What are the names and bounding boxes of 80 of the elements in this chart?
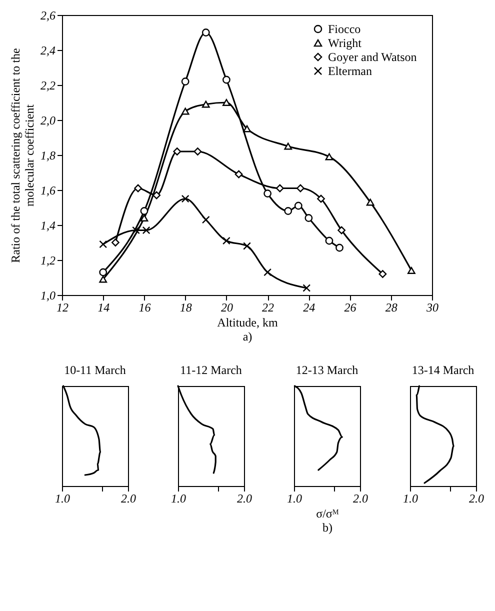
y-tick-label: 1,4 <box>40 218 56 232</box>
legend-label: Wright <box>328 36 362 50</box>
y-tick-label: 1,0 <box>40 288 56 302</box>
point <box>294 202 302 210</box>
x-axis-title: σ/σᴹ <box>316 506 340 520</box>
x-tick-label: 20 <box>220 300 233 314</box>
y-tick-label: 2,2 <box>40 78 56 92</box>
point <box>302 284 311 292</box>
point <box>284 207 292 215</box>
x-tick-label: 24 <box>303 300 316 314</box>
x-tick-label: 1.0 <box>403 492 418 506</box>
point <box>181 108 190 115</box>
chart-title: 13-14 March <box>412 363 474 378</box>
point <box>366 198 374 206</box>
chart-title: 12-13 March <box>296 363 358 378</box>
point <box>338 226 346 234</box>
x-axis-title: Altitude, km <box>217 316 278 330</box>
y-tick-label: 1,2 <box>40 254 56 268</box>
point <box>99 268 108 276</box>
point <box>173 148 182 156</box>
point <box>142 226 150 234</box>
point <box>99 276 108 283</box>
x-tick-label: 1.0 <box>171 492 186 506</box>
point <box>202 28 210 36</box>
point <box>407 266 416 274</box>
point <box>140 207 148 215</box>
point <box>304 214 313 222</box>
point <box>152 191 161 200</box>
legend-label: Elterman <box>328 64 372 78</box>
x-tick-label: 28 <box>385 300 398 314</box>
chart-title: 10-11 March <box>64 363 126 378</box>
point <box>181 194 190 203</box>
point <box>276 184 284 192</box>
x-tick-label: 16 <box>138 300 151 314</box>
point <box>234 170 243 178</box>
point <box>325 153 334 160</box>
point <box>243 125 251 132</box>
point <box>222 236 230 245</box>
point <box>264 268 272 276</box>
x-tick-label: 14 <box>98 300 110 314</box>
x-tick-label: 26 <box>344 300 356 314</box>
point <box>111 238 120 246</box>
x-tick-label: 2.0 <box>237 492 252 506</box>
point <box>317 194 325 203</box>
chart-title: 11-12 March <box>180 363 242 378</box>
x-tick-label: 30 <box>426 300 438 314</box>
point <box>140 214 148 222</box>
point <box>325 236 334 245</box>
point <box>181 78 190 86</box>
point <box>378 270 387 278</box>
point <box>99 240 108 248</box>
x-tick-label: 1.0 <box>55 492 70 506</box>
point <box>194 148 202 156</box>
text: b) <box>322 520 332 534</box>
point <box>222 76 230 84</box>
point <box>202 100 210 108</box>
y-tick-label: 1,8 <box>40 148 56 162</box>
point <box>284 142 292 150</box>
y-tick-label: 2,0 <box>40 114 56 128</box>
x-tick-label: 12 <box>56 300 68 314</box>
point <box>134 184 142 192</box>
point <box>264 190 272 198</box>
y-tick-label: 2,4 <box>40 44 56 58</box>
legend-label: Fiocco <box>328 22 361 36</box>
x-tick-label: 22 <box>262 300 274 314</box>
legend-label: Goyer and Watson <box>328 50 417 64</box>
x-tick-label: 1.0 <box>287 492 302 506</box>
y-tick-label: 1,6 <box>40 184 56 198</box>
point <box>222 98 230 106</box>
x-tick-label: 2.0 <box>469 492 484 506</box>
text: a) <box>242 330 252 344</box>
point <box>296 184 304 192</box>
y-tick-label: 2,6 <box>40 8 56 22</box>
x-tick-label: 2.0 <box>121 492 136 506</box>
point <box>202 216 210 224</box>
point <box>243 242 251 250</box>
point <box>336 244 344 252</box>
x-tick-label: 18 <box>180 300 192 314</box>
y-axis-title: Ratio of the total scattering coefficient to the molecular coefficient <box>8 48 36 263</box>
x-tick-label: 2.0 <box>353 492 368 506</box>
